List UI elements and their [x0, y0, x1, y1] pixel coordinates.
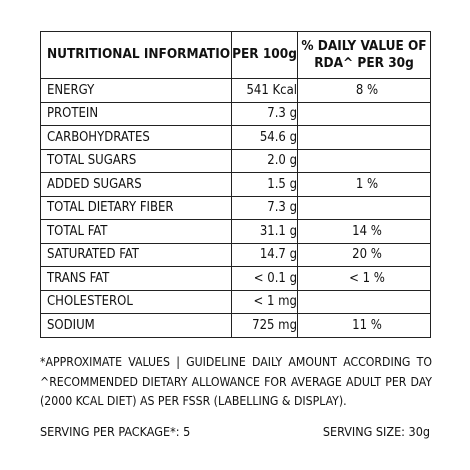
daily-value	[297, 148, 431, 173]
table-row: SODIUM 725 mg 11 %	[40, 313, 431, 338]
footnote-line-1: *APPROXIMATE VALUES | GUIDELINE DAILY AM…	[40, 355, 432, 369]
daily-value: 1 %	[297, 172, 431, 197]
serving-per-package: SERVING PER PACKAGE*: 5	[40, 424, 191, 439]
nutrient-name: TOTAL DIETARY FIBER	[40, 195, 232, 220]
per-100g-value: < 0.1 g	[231, 266, 298, 291]
footnote-line-3: (2000 KCAL DIET) AS PER FSSR (LABELLING …	[40, 394, 347, 408]
nutrient-name: TRANS FAT	[40, 266, 232, 291]
header-daily-value: % DAILY VALUE OF RDA^ PER 30g	[297, 31, 431, 79]
daily-value: 14 %	[297, 219, 431, 244]
table-row: TOTAL SUGARS 2.0 g	[40, 148, 431, 173]
nutrient-name: CARBOHYDRATES	[40, 125, 232, 150]
nutrient-name: ADDED SUGARS	[40, 172, 232, 197]
daily-value: 8 %	[297, 78, 431, 103]
nutrient-name: ENERGY	[40, 78, 232, 103]
per-100g-value: 2.0 g	[231, 148, 298, 173]
table-row: PROTEIN 7.3 g	[40, 101, 431, 126]
daily-value	[297, 125, 431, 150]
table-row: ENERGY 541 Kcal 8 %	[40, 78, 431, 103]
daily-value: 20 %	[297, 242, 431, 267]
nutrient-name: CHOLESTEROL	[40, 289, 232, 314]
table-row: CHOLESTEROL < 1 mg	[40, 289, 431, 314]
per-100g-value: 14.7 g	[231, 242, 298, 267]
per-100g-value: 1.5 g	[231, 172, 298, 197]
header-nutritional-information: NUTRITIONAL INFORMATION*	[40, 31, 232, 79]
daily-value	[297, 289, 431, 314]
daily-value	[297, 101, 431, 126]
table-row: TRANS FAT < 0.1 g < 1 %	[40, 266, 431, 291]
per-100g-value: 541 Kcal	[231, 78, 298, 103]
nutrition-table: NUTRITIONAL INFORMATION* PER 100g % DAIL…	[40, 31, 431, 338]
nutrient-name: PROTEIN	[40, 101, 232, 126]
daily-value: < 1 %	[297, 266, 431, 291]
header-per-100g: PER 100g	[231, 31, 298, 79]
per-100g-value: 7.3 g	[231, 101, 298, 126]
daily-value	[297, 195, 431, 220]
table-header-row: NUTRITIONAL INFORMATION* PER 100g % DAIL…	[40, 31, 431, 79]
table-row: TOTAL FAT 31.1 g 14 %	[40, 219, 431, 244]
per-100g-value: < 1 mg	[231, 289, 298, 314]
footnote-line-2: ^RECOMMENDED DIETARY ALLOWANCE FOR AVERA…	[40, 374, 432, 389]
per-100g-value: 31.1 g	[231, 219, 298, 244]
nutrient-name: TOTAL FAT	[40, 219, 232, 244]
nutrition-rows: ENERGY 541 Kcal 8 % PROTEIN 7.3 g CARBOHYDRAT…	[40, 78, 431, 338]
nutrient-name: TOTAL SUGARS	[40, 148, 232, 173]
per-100g-value: 54.6 g	[231, 125, 298, 150]
table-row: SATURATED FAT 14.7 g 20 %	[40, 242, 431, 267]
per-100g-value: 725 mg	[231, 313, 298, 338]
daily-value: 11 %	[297, 313, 431, 338]
table-row: TOTAL DIETARY FIBER 7.3 g	[40, 195, 431, 220]
nutrient-name: SODIUM	[40, 313, 232, 338]
table-row: CARBOHYDRATES 54.6 g	[40, 125, 431, 150]
footnote: *APPROXIMATE VALUES | GUIDELINE DAILY AM…	[40, 353, 432, 412]
per-100g-value: 7.3 g	[231, 195, 298, 220]
nutrient-name: SATURATED FAT	[40, 242, 232, 267]
serving-size: SERVING SIZE: 30g	[322, 424, 430, 439]
